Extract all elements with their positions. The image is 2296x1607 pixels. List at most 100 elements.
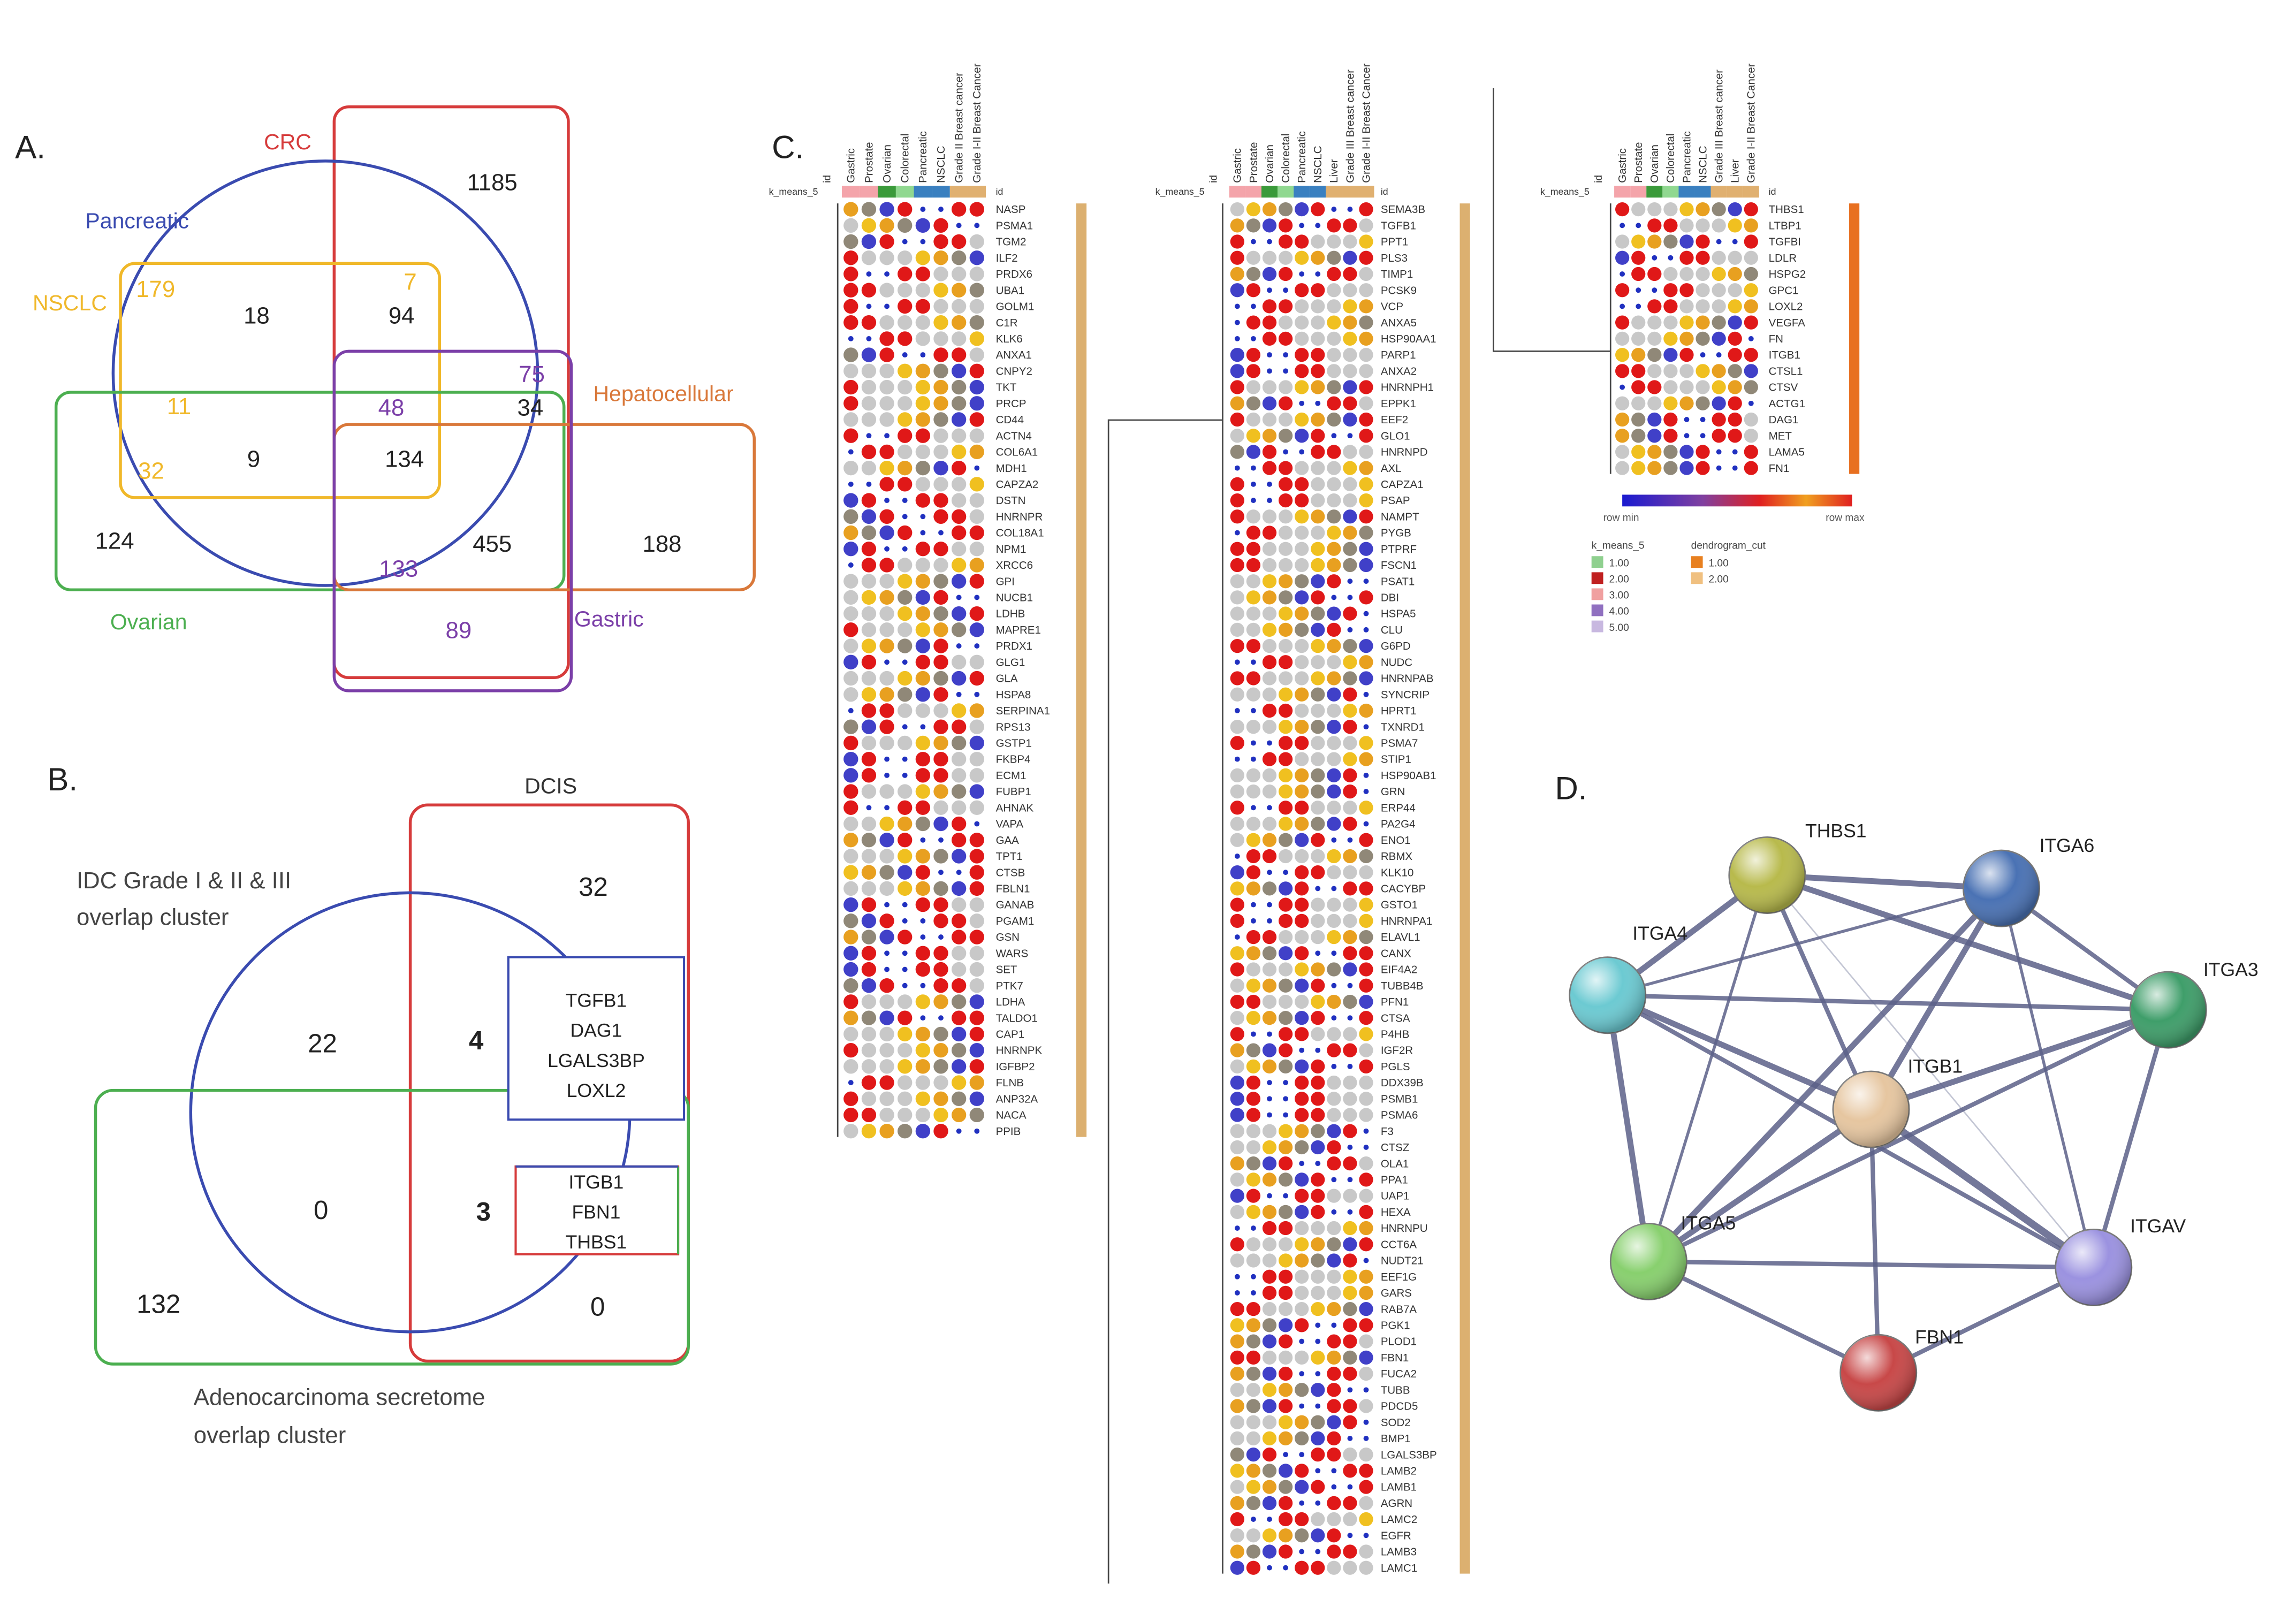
- heatmap-dot: [1327, 1496, 1341, 1510]
- gene-label: LAMC2: [1381, 1513, 1417, 1526]
- heatmap-dot: [933, 994, 948, 1009]
- heatmap-dot: [1744, 380, 1758, 394]
- heatmap-dot: [1250, 1290, 1256, 1296]
- heatmap-dot: [933, 735, 948, 751]
- heatmap-dot: [1315, 886, 1321, 892]
- heatmap-dot: [951, 833, 967, 848]
- heatmap-dot: [1327, 493, 1341, 508]
- gene-label: TUBB: [1381, 1384, 1410, 1396]
- heatmap-dot: [1234, 934, 1240, 940]
- heatmap-dot: [1246, 1544, 1261, 1559]
- heatmap-dot: [843, 654, 858, 669]
- heatmap-dot: [1295, 849, 1309, 864]
- heatmap-dot: [861, 525, 877, 540]
- heatmap-dot: [1343, 1318, 1357, 1332]
- gene-label: KLK10: [1381, 866, 1414, 879]
- heatmap-dot: [1278, 1544, 1293, 1559]
- heatmap-dot: [1246, 606, 1261, 621]
- venn-count: 48: [378, 395, 405, 421]
- heatmap-dot: [1299, 1452, 1305, 1458]
- heatmap-dot: [884, 805, 890, 811]
- heatmap-dot: [1262, 1383, 1277, 1397]
- heatmap-dot: [1343, 606, 1357, 621]
- heatmap-dot: [1359, 364, 1373, 378]
- heatmap-dot: [1295, 412, 1309, 427]
- heatmap-dot: [1230, 1528, 1244, 1543]
- heatmap-dot: [1262, 218, 1277, 233]
- venn-count: 18: [244, 302, 270, 329]
- heatmap-dot: [1363, 789, 1369, 794]
- legend-swatch: [1591, 572, 1603, 584]
- gene-label: HSP90AA1: [1381, 333, 1436, 345]
- heatmap-dot: [1359, 913, 1373, 928]
- heatmap-dot: [843, 315, 858, 330]
- heatmap-dot: [1230, 1448, 1244, 1462]
- heatmap-dot: [1631, 445, 1646, 459]
- heatmap-dot: [843, 574, 858, 589]
- heatmap-dot: [843, 881, 858, 896]
- heatmap-dot: [1744, 218, 1758, 233]
- heatmap-dot: [1246, 1059, 1261, 1073]
- heatmap-dot: [1262, 1269, 1277, 1284]
- heatmap-dot: [1311, 429, 1325, 443]
- gene-label: ENO1: [1381, 834, 1411, 847]
- heatmap-dot: [843, 671, 858, 686]
- node-label: ITGA3: [2203, 959, 2259, 980]
- gene-label: NACA: [996, 1109, 1027, 1122]
- heatmap-dot: [1283, 1193, 1289, 1199]
- heatmap-dot: [969, 379, 984, 395]
- heatmap-dot: [1262, 1464, 1277, 1478]
- heatmap-dot: [969, 202, 984, 217]
- heatmap-dot: [1631, 396, 1646, 410]
- heatmap-dot: [1295, 784, 1309, 799]
- heatmap-dot: [1230, 1431, 1244, 1446]
- heatmap-dot: [861, 897, 877, 912]
- heatmap-dot: [1246, 1318, 1261, 1332]
- heatmap-dot: [969, 315, 984, 330]
- heatmap-dot: [861, 379, 877, 395]
- heatmap-dot: [1230, 897, 1244, 912]
- heatmap-dot: [915, 444, 931, 460]
- heatmap-dot: [1343, 1399, 1357, 1413]
- heatmap-dot: [1679, 461, 1694, 475]
- gene-label: VCP: [1381, 301, 1403, 313]
- heatmap-dot: [1278, 638, 1293, 653]
- heatmap-dot: [951, 266, 967, 281]
- heatmap-dot: [1359, 315, 1373, 330]
- heatmap-dot: [1615, 315, 1630, 330]
- heatmap-dot: [969, 881, 984, 896]
- gene-label: GLO1: [1381, 430, 1410, 442]
- heatmap-dot: [1716, 449, 1722, 455]
- heatmap-dot: [1363, 1436, 1369, 1441]
- heatmap-dot: [1311, 1431, 1325, 1446]
- heatmap-dot: [861, 849, 877, 864]
- heatmap-dot: [1262, 1043, 1277, 1057]
- annotation-bar: [1743, 186, 1759, 198]
- heatmap-dot: [861, 542, 877, 557]
- heatmap-dot: [1295, 1059, 1309, 1073]
- heatmap-dot: [1230, 1237, 1244, 1252]
- heatmap-dot: [861, 1042, 877, 1058]
- heatmap-dot: [1295, 1237, 1309, 1252]
- gene-name: THBS1: [566, 1231, 627, 1253]
- gene-label: IGF2R: [1381, 1045, 1413, 1057]
- heatmap-dot: [1250, 481, 1256, 487]
- network-edge: [2091, 1009, 2171, 1268]
- network-edge: [1646, 886, 2004, 1264]
- heatmap-dot: [1343, 881, 1357, 896]
- heatmap-dot: [969, 477, 984, 492]
- heatmap-dot: [915, 897, 931, 912]
- heatmap-dot: [1663, 234, 1678, 249]
- heatmap-dot: [1359, 1334, 1373, 1349]
- column-header: Pancreatic: [1296, 131, 1308, 183]
- node-label: ITGB1: [1907, 1056, 1963, 1077]
- heatmap-dot: [902, 352, 908, 358]
- heatmap-dot: [848, 562, 854, 568]
- heatmap-dot: [1278, 380, 1293, 394]
- heatmap-dot: [933, 266, 948, 281]
- heatmap-dot: [1359, 347, 1373, 362]
- set-label: Hepatocellular: [593, 381, 733, 406]
- heatmap-dot: [969, 266, 984, 281]
- heatmap-dot: [1327, 1431, 1341, 1446]
- heatmap-dot: [1246, 622, 1261, 637]
